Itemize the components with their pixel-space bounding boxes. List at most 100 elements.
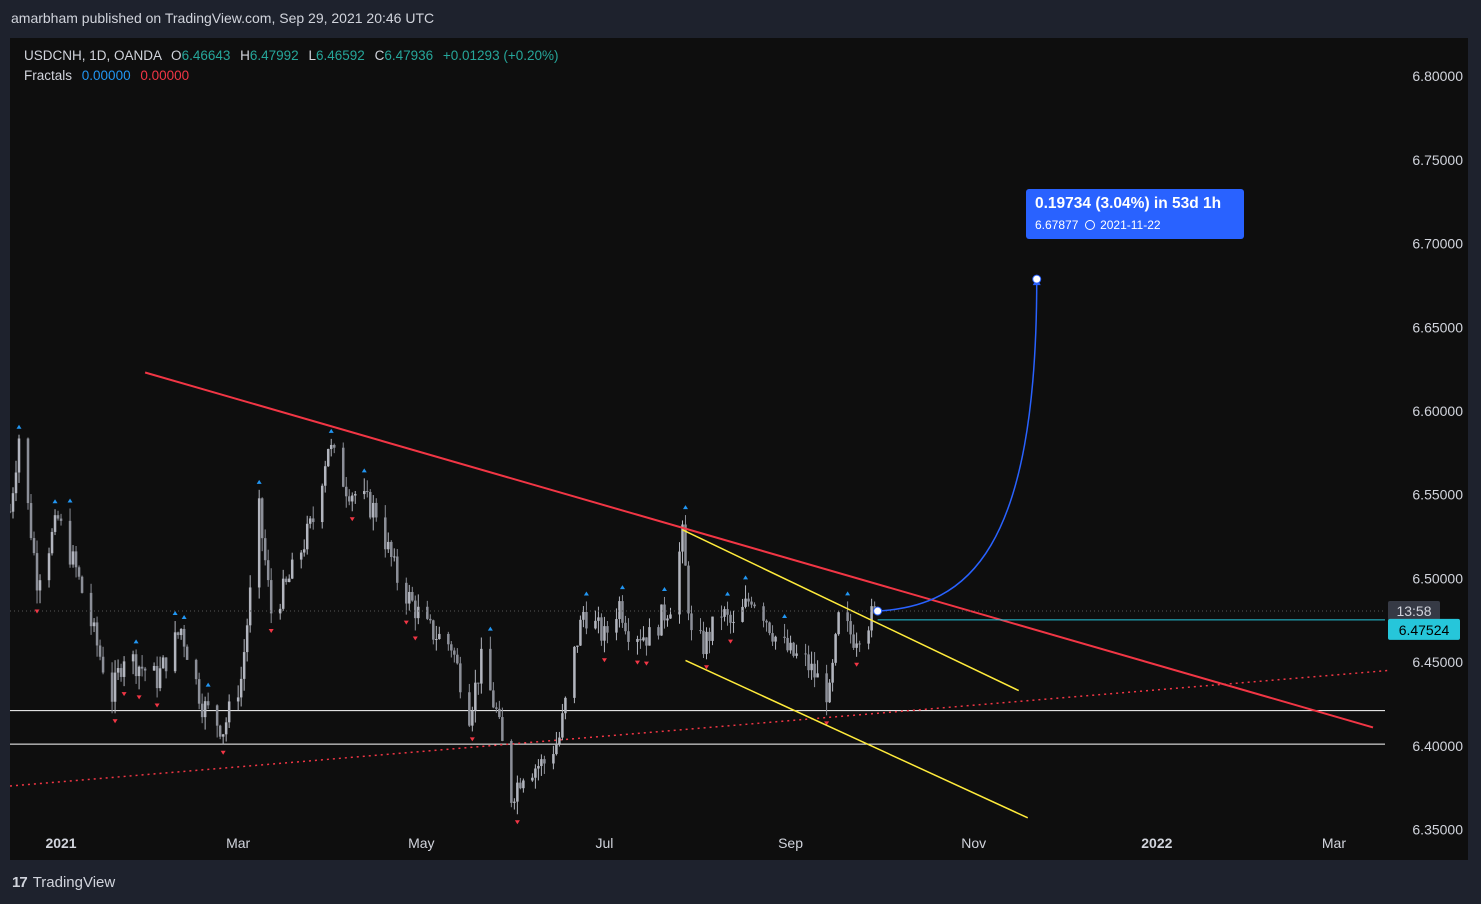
candle-body <box>648 627 651 646</box>
candle-body <box>173 632 177 672</box>
candle-body <box>215 705 219 726</box>
channel-upper-line <box>682 529 1020 692</box>
fractal-down-marker <box>634 660 640 665</box>
candle-body <box>708 631 711 641</box>
candle-body <box>699 630 702 632</box>
candle-body <box>495 707 498 709</box>
fractal-down-marker <box>824 721 830 726</box>
projection-price: 6.67877 <box>1035 218 1079 232</box>
candle-body <box>750 601 753 605</box>
candle-body <box>372 502 375 518</box>
candle-body <box>326 449 330 467</box>
candle-body <box>834 634 837 663</box>
channel-lower-line <box>685 659 1029 819</box>
x-tick-label: Nov <box>961 835 986 851</box>
candle-body <box>615 619 618 633</box>
low-label: L <box>308 48 316 63</box>
fractal-down-marker <box>728 639 734 644</box>
candle-body <box>540 759 543 767</box>
candle-body <box>459 663 462 693</box>
candle-body <box>426 606 429 619</box>
candle-body <box>414 600 417 619</box>
candle-body <box>510 740 513 803</box>
y-tick-label: 6.40000 <box>1412 738 1463 754</box>
candle-body <box>669 614 672 619</box>
candle-body <box>564 697 567 714</box>
symbol-label[interactable]: USDCNH, 1D, OANDA <box>24 48 162 63</box>
candle-body <box>489 648 492 691</box>
candle-body <box>501 717 504 741</box>
candle-body <box>284 578 288 583</box>
candle-body <box>185 646 189 660</box>
candle-body <box>678 551 681 615</box>
candle-body <box>837 612 840 635</box>
candle-body <box>375 502 378 518</box>
candle-body <box>269 580 273 614</box>
candle-body <box>543 759 546 764</box>
candle-body <box>299 552 303 560</box>
candle-body <box>197 679 201 704</box>
candle-body <box>429 618 432 621</box>
y-tick-label: 6.45000 <box>1412 654 1463 670</box>
candle-body <box>702 630 705 655</box>
fractal-down-marker <box>349 517 355 522</box>
candle-body <box>140 666 144 669</box>
candle-body <box>825 673 828 703</box>
fractal-down-marker <box>112 719 118 724</box>
candle-body <box>101 656 105 673</box>
candle-body <box>290 559 294 579</box>
candle-body <box>245 625 249 653</box>
y-tick-label: 6.50000 <box>1412 570 1463 586</box>
candle-body <box>663 604 666 621</box>
fractal-down-marker <box>854 662 860 667</box>
fractal-up-marker <box>845 591 851 596</box>
candle-body <box>681 524 684 552</box>
fractal-down-marker <box>514 820 520 825</box>
candle-body <box>59 518 63 521</box>
candle-body <box>831 662 834 683</box>
y-tick-label: 6.60000 <box>1412 403 1463 419</box>
candle-body <box>110 672 114 702</box>
brand[interactable]: 17 TradingView <box>12 874 115 891</box>
candle-body <box>263 538 267 561</box>
x-tick-label: May <box>408 835 434 851</box>
fractal-down-marker <box>121 692 127 697</box>
candlestick-chart[interactable]: 6.35000 6.40000 6.45000 6.50000 6.55000 6.600… <box>10 38 1468 860</box>
candle-body <box>594 620 597 629</box>
close-value: 6.47936 <box>384 48 434 63</box>
fractal-up-marker <box>487 626 493 631</box>
fractal-down-marker <box>220 750 226 755</box>
tradingview-logo-icon: 17 <box>12 874 28 891</box>
projection-detail: 6.67877 2021-11-22 <box>1035 218 1161 232</box>
fractal-up-marker <box>782 613 788 618</box>
fractal-down-marker <box>403 620 409 625</box>
fractals-label[interactable]: Fractals <box>24 68 73 83</box>
candle-body <box>534 768 537 778</box>
candle-body <box>417 606 420 619</box>
candle-body <box>206 701 210 706</box>
candle-body <box>80 576 84 593</box>
countdown-box <box>1388 601 1440 621</box>
high-label: H <box>240 48 250 63</box>
candle-body <box>155 665 159 689</box>
candle-body <box>498 708 501 718</box>
candle-body <box>816 673 819 678</box>
candle-body <box>32 538 36 554</box>
candle-body <box>50 531 54 554</box>
candle-body <box>783 636 786 638</box>
brand-name: TradingView <box>32 874 116 891</box>
y-tick-label: 6.35000 <box>1412 822 1463 838</box>
candle-body <box>468 692 471 726</box>
candle-body <box>492 690 495 708</box>
candle-body <box>387 541 390 550</box>
candle-body <box>804 653 807 655</box>
candle-body <box>47 553 51 581</box>
candle-body <box>344 486 348 497</box>
fractals-up-value: 0.00000 <box>81 68 131 83</box>
candle-body <box>92 622 96 627</box>
candle-body <box>447 633 450 645</box>
candle-body <box>119 668 123 677</box>
candle-body <box>158 668 162 689</box>
candle-body <box>113 672 117 702</box>
candle-body <box>89 592 93 627</box>
